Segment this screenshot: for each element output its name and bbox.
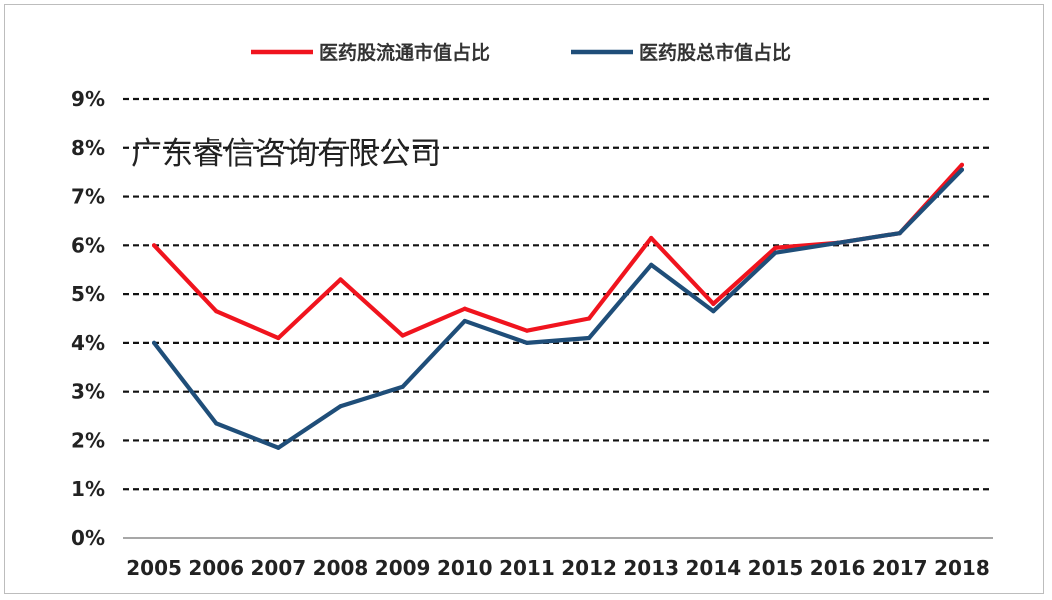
series-2-point: [151, 340, 157, 345]
series-1-point: [649, 235, 654, 241]
line-chart: 0% 1% 2% 3% 4% 5% 6% 7% 8% 9% 2005 2006 2007 2008 200…: [71, 41, 993, 580]
x-tick-label: 2013: [623, 556, 679, 580]
y-tick-label: 5%: [71, 282, 105, 306]
series-2-point: [649, 262, 654, 267]
series-lines: [151, 162, 965, 450]
y-tick-label: 8%: [71, 136, 105, 160]
x-tick-label: 2016: [810, 556, 866, 580]
x-tick-label: 2010: [437, 556, 493, 580]
series-1-point: [400, 333, 405, 338]
x-axis-tick-labels: 2005 2006 2007 2008 2009 2010 2011 2012 2013 2014…: [126, 556, 990, 580]
x-tick-label: 2005: [126, 556, 182, 580]
y-tick-label: 3%: [71, 380, 105, 404]
series-1-point: [151, 243, 157, 248]
series-1-point: [773, 245, 778, 250]
series-1-point: [586, 316, 592, 321]
x-tick-label: 2017: [872, 556, 928, 580]
legend: 医药股流通市值占比 医药股总市值占比: [251, 41, 791, 64]
series-2-point: [214, 421, 219, 426]
legend-label-1: 医药股流通市值占比: [319, 41, 490, 64]
series-line-1: [151, 162, 965, 341]
x-tick-label: 2018: [934, 556, 990, 580]
legend-label-2: 医药股总市值占比: [639, 41, 791, 64]
series-2-point: [711, 309, 716, 314]
series-2-point: [338, 404, 343, 409]
series-2-point: [773, 250, 778, 255]
series-2-point: [400, 384, 405, 389]
y-tick-label: 0%: [71, 526, 105, 550]
watermark-text: 广东睿信咨询有限公司: [131, 136, 441, 172]
x-tick-label: 2015: [748, 556, 804, 580]
x-tick-label: 2012: [561, 556, 617, 580]
series-2-point: [897, 231, 902, 236]
x-tick-label: 2007: [251, 556, 307, 580]
x-tick-label: 2009: [375, 556, 431, 580]
y-tick-label: 7%: [71, 185, 105, 209]
y-tick-label: 6%: [71, 233, 105, 257]
y-tick-label: 9%: [71, 87, 105, 111]
gridlines: [123, 97, 993, 539]
x-tick-label: 2006: [188, 556, 244, 580]
series-1-point: [276, 335, 281, 341]
series-1-point: [338, 277, 343, 282]
series-2-point: [586, 335, 592, 341]
x-tick-label: 2014: [686, 556, 742, 580]
series-1-point: [524, 328, 530, 333]
series-1-point: [711, 301, 716, 306]
series-line-2: [151, 167, 965, 450]
series-1-point: [462, 306, 467, 311]
series-1-point: [959, 162, 965, 167]
chart-frame: 0% 1% 2% 3% 4% 5% 6% 7% 8% 9% 2005 2006 2007 2008 200…: [4, 4, 1044, 594]
y-tick-label: 2%: [71, 428, 105, 452]
series-2-point: [276, 445, 281, 450]
x-tick-label: 2008: [313, 556, 369, 580]
series-2-point: [835, 240, 840, 245]
x-tick-label: 2011: [499, 556, 555, 580]
series-2-point: [462, 318, 467, 324]
series-2-point: [959, 167, 965, 172]
y-tick-label: 1%: [71, 477, 105, 501]
series-2-point: [524, 340, 530, 345]
y-tick-label: 4%: [71, 331, 105, 355]
series-1-point: [214, 309, 219, 314]
y-axis-tick-labels: 0% 1% 2% 3% 4% 5% 6% 7% 8% 9%: [71, 87, 105, 550]
